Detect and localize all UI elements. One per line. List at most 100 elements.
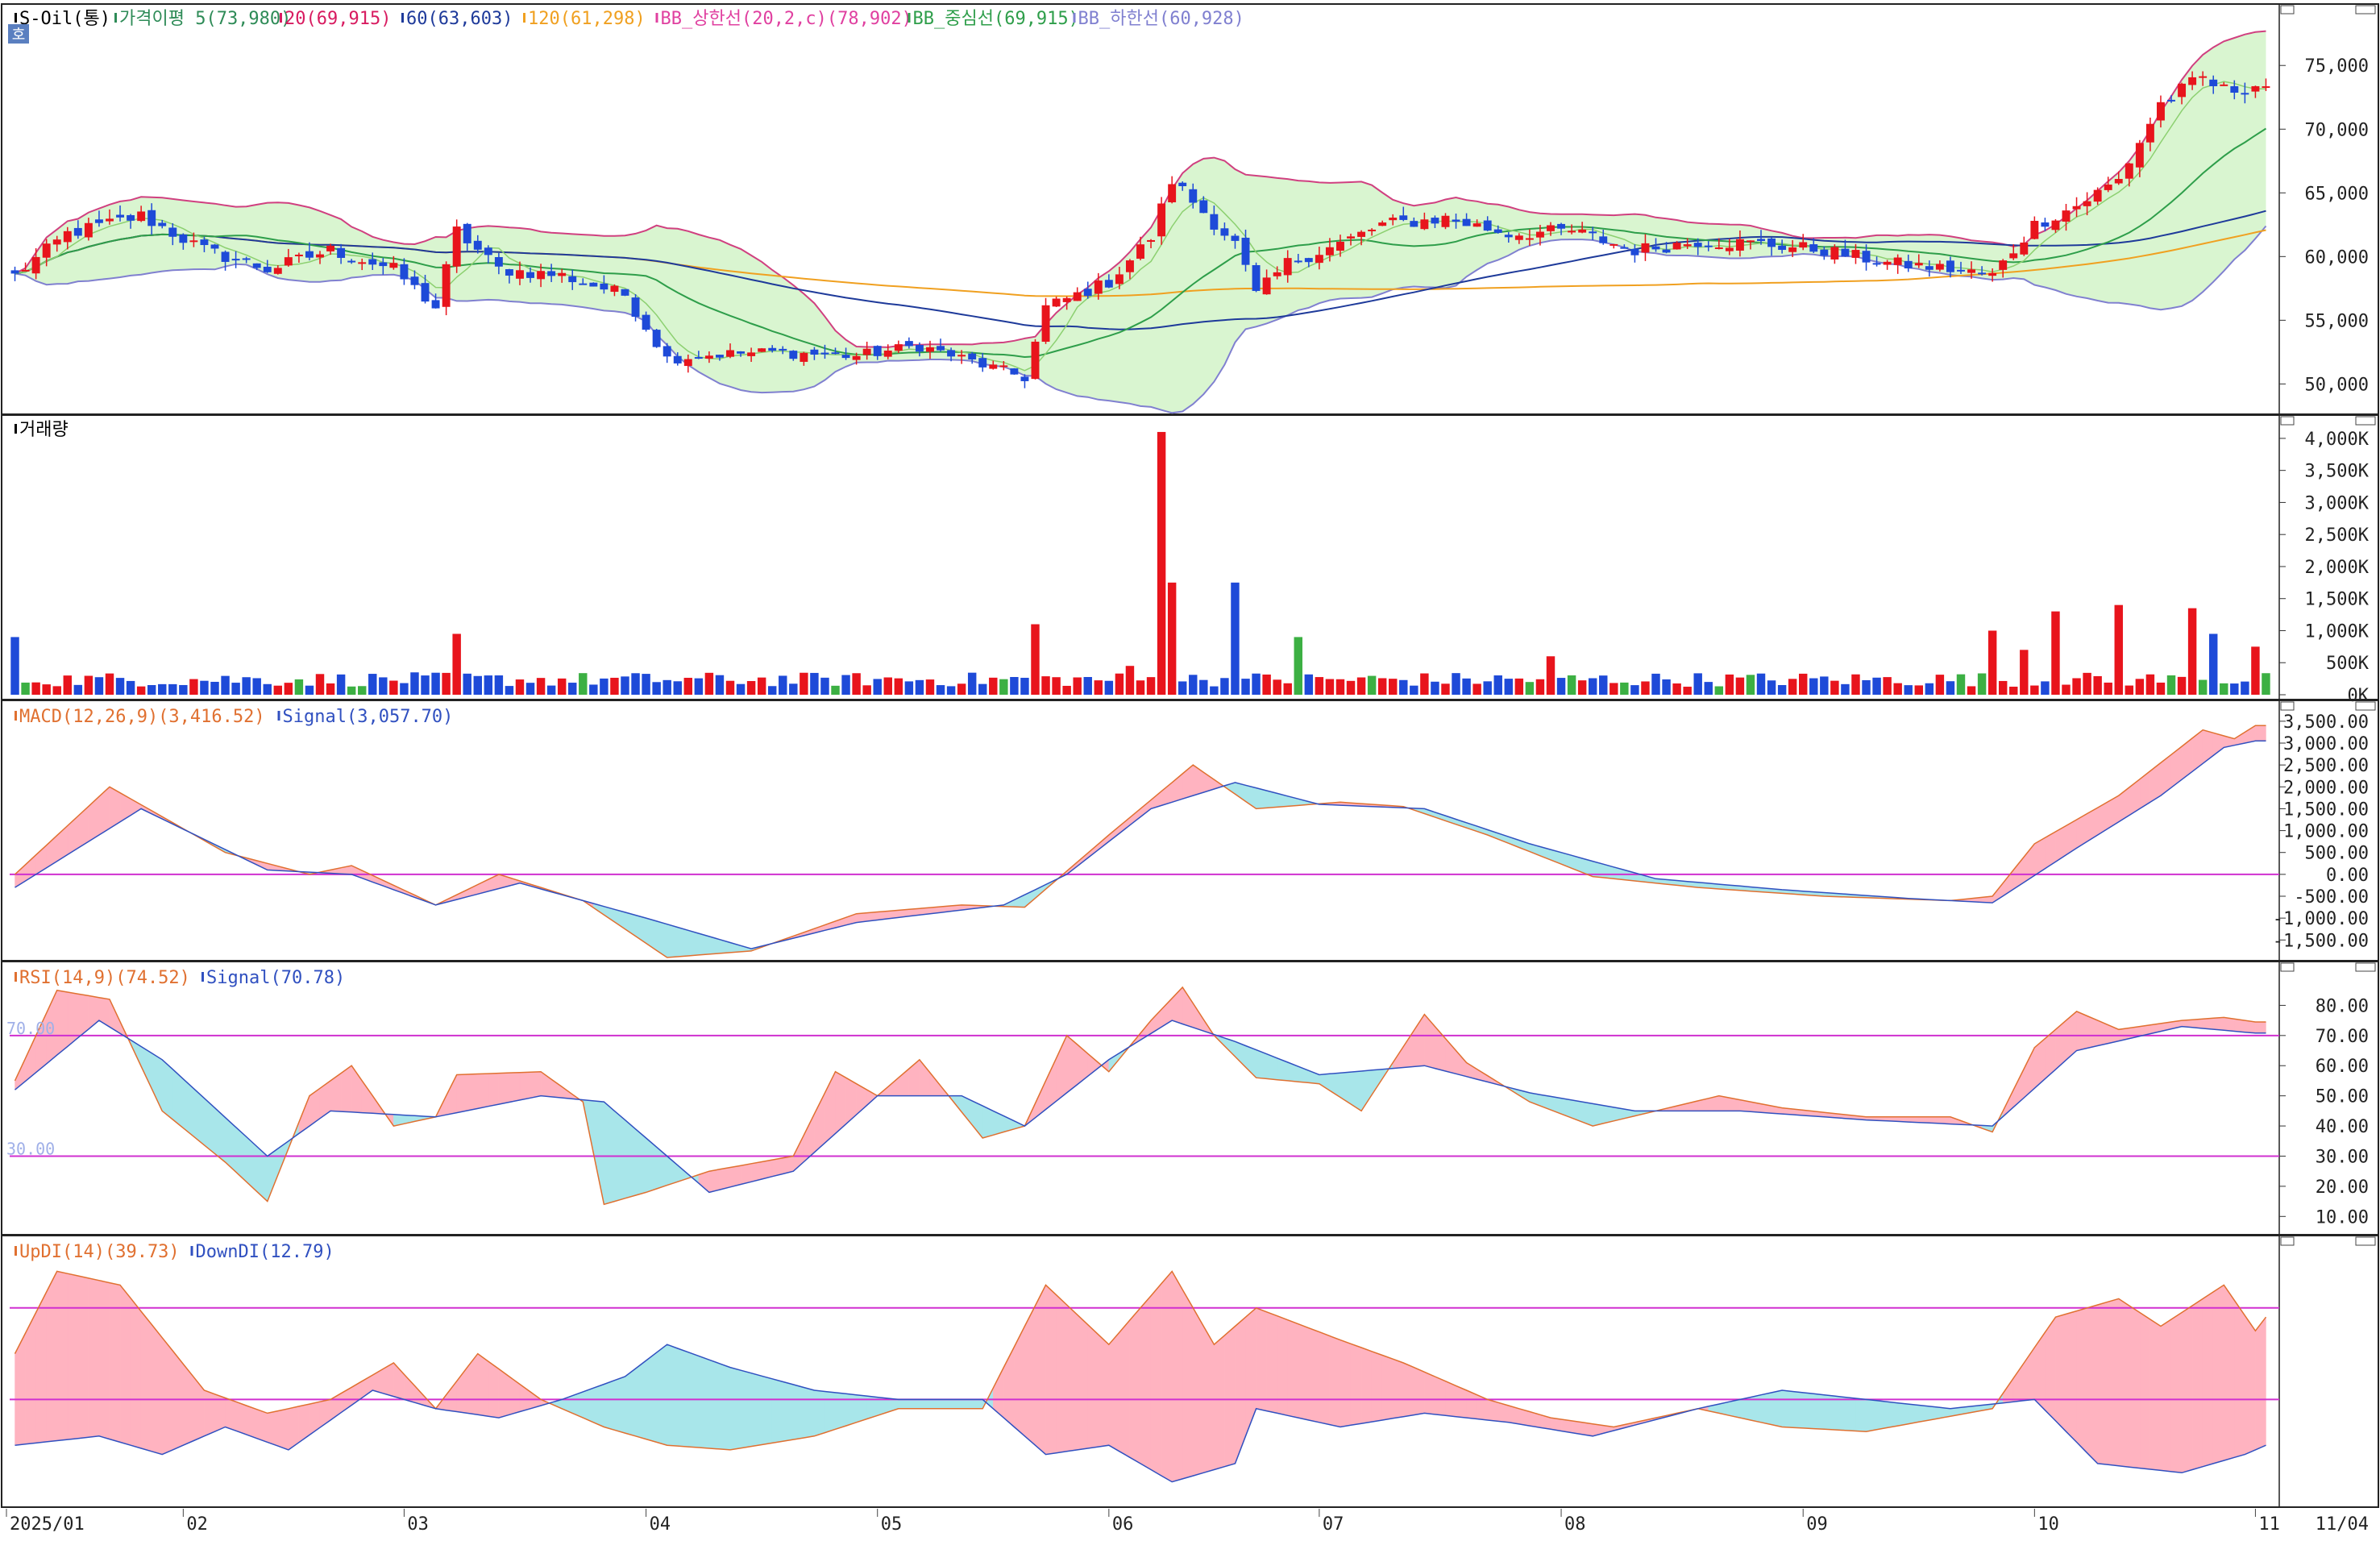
volume-bar	[1115, 673, 1124, 695]
fill-segment	[604, 1101, 615, 1205]
x-tick-label: 08	[1564, 1514, 1586, 1535]
fill-segment	[804, 1113, 815, 1163]
fill-segment	[740, 1369, 752, 1449]
candle-body	[1799, 242, 1808, 248]
candle-body	[431, 300, 440, 309]
fill-segment	[656, 1344, 667, 1446]
legend-swatch	[201, 972, 204, 982]
volume-bar	[1872, 677, 1881, 695]
fill-segment	[2139, 1312, 2151, 1470]
volume-bar	[1367, 675, 1377, 695]
fill-segment	[1266, 1311, 1277, 1414]
volume-bar	[1514, 678, 1524, 695]
candles	[10, 71, 2270, 388]
candle-body	[2251, 85, 2260, 92]
volume-bar	[1977, 673, 1987, 695]
fill-segment	[1193, 1306, 1204, 1477]
candle-body	[2178, 83, 2187, 98]
fill-segment	[1256, 1307, 1267, 1411]
candle-body	[1125, 260, 1134, 272]
fill-segment	[477, 1073, 489, 1109]
candle-body	[1704, 245, 1713, 247]
fill-segment	[729, 1367, 741, 1451]
volume-bar	[1841, 683, 1850, 695]
candle-body	[631, 297, 640, 318]
fill-segment	[1918, 1405, 1930, 1423]
volume-bar	[1925, 683, 1934, 695]
volume-bar	[1031, 624, 1040, 695]
fill-segment	[2013, 1362, 2025, 1402]
candle-body	[1999, 260, 2008, 270]
volume-bar	[999, 679, 1008, 695]
legend-label: 거래량	[19, 420, 69, 440]
fill-segment	[1360, 1347, 1373, 1424]
fill-segment	[2234, 1018, 2245, 1032]
volume-bar	[1651, 673, 1660, 695]
legend-label: RSI(14,9)(74.52)	[19, 968, 190, 988]
volume-bar	[2093, 675, 2102, 695]
fill-segment	[1834, 1395, 1846, 1431]
fill-segment	[625, 1368, 636, 1437]
fill-segment	[2224, 1284, 2235, 1461]
fill-segment	[1435, 1376, 1446, 1416]
tick-label: 500.00	[2305, 844, 2369, 864]
legend-label: 20(69,915)	[285, 9, 391, 29]
fill-segment	[98, 786, 110, 836]
candle-body	[1935, 264, 1944, 270]
fill-segment	[1087, 1324, 1099, 1449]
fill-segment	[1340, 1071, 1352, 1105]
volume-bar	[546, 685, 556, 695]
volume-bar	[915, 679, 924, 695]
candle-body	[1094, 280, 1103, 294]
volume-bar	[1967, 686, 1976, 695]
candle-body	[1389, 218, 1398, 221]
candle-body	[1231, 235, 1240, 241]
candle-body	[862, 348, 871, 355]
fill-segment	[583, 1387, 594, 1423]
volume-bar	[2020, 650, 2029, 695]
volume-bar	[1809, 678, 1818, 695]
fill-segment	[667, 1344, 678, 1447]
volume-bar	[1820, 676, 1829, 695]
volume-bar	[1399, 679, 1408, 695]
candle-body	[1535, 231, 1544, 238]
volume-bar	[779, 675, 787, 695]
fill-segment	[771, 1378, 783, 1443]
fill-segment	[1182, 986, 1194, 1028]
tick-label: 3,500.00	[2283, 712, 2369, 733]
volume-bar	[1010, 677, 1019, 695]
fill-segment	[2202, 729, 2214, 764]
downdi-line	[15, 1344, 2266, 1483]
candle-body	[652, 330, 661, 347]
candle-body	[1325, 247, 1334, 255]
legend-label: S-Oil(통)	[19, 9, 110, 29]
fill-segment	[835, 1392, 846, 1430]
candle-body	[1946, 260, 1954, 272]
volume-bar	[1146, 677, 1156, 695]
fill-segment	[56, 990, 69, 1056]
candle-body	[1304, 258, 1313, 263]
candle-body	[1778, 245, 1787, 251]
volume-bar	[557, 678, 567, 695]
candle-body	[600, 283, 608, 290]
candle-body	[2209, 79, 2218, 86]
candle-body	[999, 365, 1008, 368]
tick-label: 2,000.00	[2283, 778, 2369, 798]
candle-body	[610, 285, 619, 293]
fill-segment	[919, 1059, 931, 1096]
fill-segment	[1414, 1367, 1425, 1415]
candle-body	[2093, 189, 2102, 202]
candle-body	[1714, 247, 1723, 249]
x-axis: 2025/01 02 03 04 05 06 07 08 09 10 11 11/04	[6, 1509, 2369, 1535]
volume-bar	[357, 686, 367, 695]
volume-bar	[305, 685, 314, 695]
fill-segment	[1487, 1399, 1498, 1422]
legend-label: MACD(12,26,9)(3,416.52)	[19, 707, 265, 727]
fill-segment	[56, 1271, 69, 1441]
volume-bar	[1987, 630, 1997, 695]
candle-body	[1483, 220, 1492, 231]
tick-label: 0.00	[2326, 866, 2369, 886]
candle-body	[1547, 225, 1555, 231]
x-tick-label: 10	[2037, 1514, 2059, 1535]
